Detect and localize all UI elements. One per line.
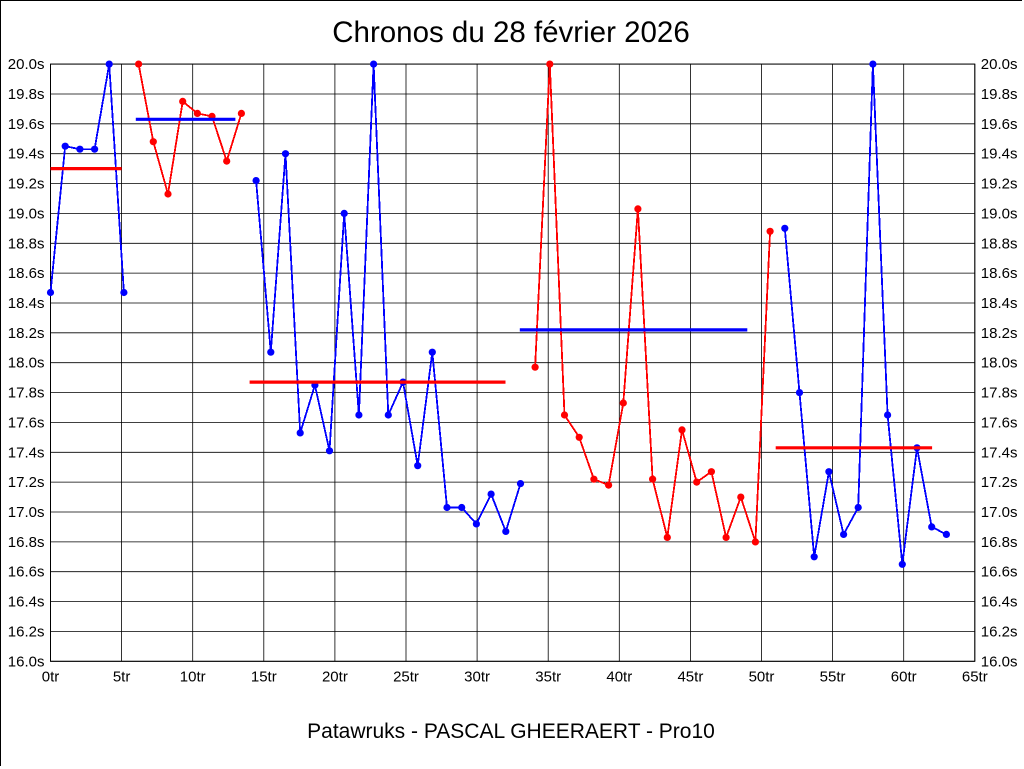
svg-text:25tr: 25tr (393, 668, 419, 685)
svg-text:19.6s: 19.6s (981, 116, 1018, 133)
svg-text:18.2s: 18.2s (981, 325, 1018, 342)
svg-text:17.2s: 17.2s (981, 474, 1018, 491)
svg-text:17.0s: 17.0s (8, 504, 45, 521)
svg-text:35tr: 35tr (535, 668, 561, 685)
svg-text:16.2s: 16.2s (8, 623, 45, 640)
svg-text:18.6s: 18.6s (981, 265, 1018, 282)
svg-text:15tr: 15tr (251, 668, 277, 685)
svg-text:19.8s: 19.8s (981, 86, 1018, 103)
svg-text:16.4s: 16.4s (981, 594, 1018, 611)
svg-text:55tr: 55tr (820, 668, 846, 685)
svg-text:19.8s: 19.8s (8, 86, 45, 103)
svg-text:17.4s: 17.4s (981, 444, 1018, 461)
svg-text:17.0s: 17.0s (981, 504, 1018, 521)
svg-text:19.2s: 19.2s (8, 176, 45, 193)
svg-text:18.4s: 18.4s (981, 295, 1018, 312)
svg-text:19.0s: 19.0s (8, 205, 45, 222)
svg-text:18.8s: 18.8s (981, 235, 1018, 252)
svg-text:16.6s: 16.6s (981, 564, 1018, 581)
svg-text:19.2s: 19.2s (981, 176, 1018, 193)
svg-text:18.4s: 18.4s (8, 295, 45, 312)
svg-text:18.2s: 18.2s (8, 325, 45, 342)
svg-text:18.6s: 18.6s (8, 265, 45, 282)
svg-text:17.2s: 17.2s (8, 474, 45, 491)
svg-text:17.8s: 17.8s (981, 385, 1018, 402)
svg-text:16.2s: 16.2s (981, 623, 1018, 640)
svg-text:16.8s: 16.8s (8, 534, 45, 551)
svg-text:40tr: 40tr (606, 668, 632, 685)
svg-text:45tr: 45tr (677, 668, 703, 685)
svg-text:18.0s: 18.0s (981, 355, 1018, 372)
svg-text:50tr: 50tr (749, 668, 775, 685)
svg-text:20.0s: 20.0s (8, 56, 45, 73)
svg-text:17.4s: 17.4s (8, 444, 45, 461)
svg-text:18.0s: 18.0s (8, 355, 45, 372)
svg-text:17.6s: 17.6s (981, 414, 1018, 431)
svg-text:18.8s: 18.8s (8, 235, 45, 252)
svg-text:16.0s: 16.0s (8, 653, 45, 670)
svg-text:16.8s: 16.8s (981, 534, 1018, 551)
svg-text:20tr: 20tr (322, 668, 348, 685)
svg-text:17.6s: 17.6s (8, 414, 45, 431)
svg-text:17.8s: 17.8s (8, 385, 45, 402)
svg-text:16.4s: 16.4s (8, 594, 45, 611)
svg-text:0tr: 0tr (42, 668, 60, 685)
svg-text:60tr: 60tr (891, 668, 917, 685)
svg-text:16.6s: 16.6s (8, 564, 45, 581)
svg-text:5tr: 5tr (113, 668, 131, 685)
svg-text:10tr: 10tr (180, 668, 206, 685)
svg-text:19.6s: 19.6s (8, 116, 45, 133)
svg-text:19.4s: 19.4s (8, 146, 45, 163)
svg-text:19.0s: 19.0s (981, 205, 1018, 222)
svg-text:20.0s: 20.0s (981, 56, 1018, 73)
svg-text:19.4s: 19.4s (981, 146, 1018, 163)
svg-text:65tr: 65tr (962, 668, 988, 685)
svg-text:30tr: 30tr (464, 668, 490, 685)
